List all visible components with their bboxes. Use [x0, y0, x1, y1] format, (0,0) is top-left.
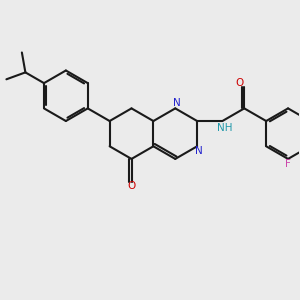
Text: NH: NH	[217, 123, 233, 133]
Text: O: O	[236, 78, 244, 88]
Text: N: N	[173, 98, 181, 108]
Text: O: O	[128, 181, 136, 191]
Text: F: F	[285, 159, 291, 169]
Text: N: N	[195, 146, 203, 156]
